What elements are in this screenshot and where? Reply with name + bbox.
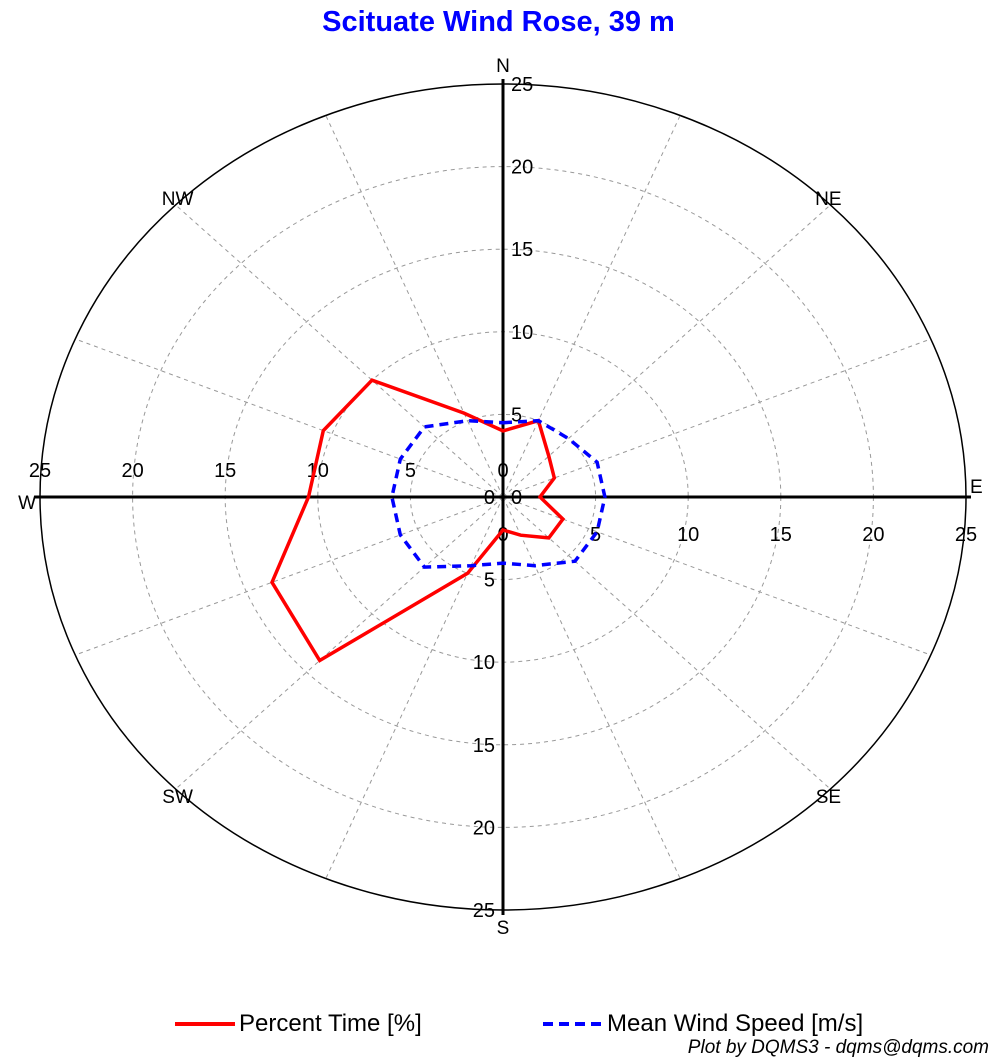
tick-label-west: 15 [214,460,236,482]
legend-swatch-solid-line [175,1022,235,1026]
tick-label-south: 20 [473,817,495,839]
tick-label-south: 25 [473,900,495,922]
credit-text: Plot by DQMS3 - dqms@dqms.com [687,1037,989,1058]
grid-spoke [175,496,504,790]
wind-rose-chart: 0000555510101010151515152020202025252525… [18,56,983,939]
grid-spoke [502,115,681,498]
grid-spoke [502,338,931,498]
grid-spoke [75,496,504,656]
legend-swatch-dashed-line [543,1022,603,1026]
compass-label-e: E [970,477,983,498]
tick-label-east: 25 [955,524,977,546]
tick-label-south: 15 [473,735,495,757]
tick-label-south: 5 [484,570,495,592]
legend-label-mean-wind-speed: Mean Wind Speed [m/s] [607,1010,864,1037]
compass-label-sw: SW [162,787,193,808]
tick-label-south: 10 [473,652,495,674]
grid-spoke [502,204,831,498]
tick-label-east: 15 [770,524,792,546]
tick-label-west: 0 [497,460,508,482]
tick-label-south: 0 [484,487,495,509]
grid-spoke [175,204,504,498]
grid-spoke [325,115,504,498]
tick-label-west: 25 [29,460,51,482]
series-line-mean-wind-speed [390,418,607,569]
tick-label-north: 0 [511,487,522,509]
grid-spoke [502,496,931,656]
legend-label-percent-time: Percent Time [%] [239,1010,422,1037]
grid-spoke [502,496,681,879]
compass-label-se: SE [816,787,841,808]
tick-label-east: 0 [497,524,508,546]
tick-label-north: 10 [511,322,533,344]
tick-label-east: 10 [677,524,699,546]
tick-label-north: 25 [511,74,533,96]
tick-label-north: 15 [511,239,533,261]
tick-label-west: 20 [121,460,143,482]
grid-spoke [502,496,831,790]
compass-label-w: W [18,493,36,514]
tick-label-north: 5 [511,404,522,426]
series-line-percent-time [270,378,566,663]
compass-label-s: S [497,918,510,939]
compass-label-ne: NE [815,189,841,210]
tick-label-north: 20 [511,157,533,179]
chart-title: Scituate Wind Rose, 39 m [322,6,675,38]
compass-label-n: N [496,56,510,77]
tick-label-west: 5 [405,460,416,482]
legend: Percent Time [%] Mean Wind Speed [m/s] [0,1010,997,1042]
compass-label-nw: NW [162,189,194,210]
tick-label-east: 20 [862,524,884,546]
grid-spoke [325,496,504,879]
legend-item-percent-time: Percent Time [%] [175,1010,422,1038]
legend-item-mean-wind-speed: Mean Wind Speed [m/s] [543,1010,863,1038]
